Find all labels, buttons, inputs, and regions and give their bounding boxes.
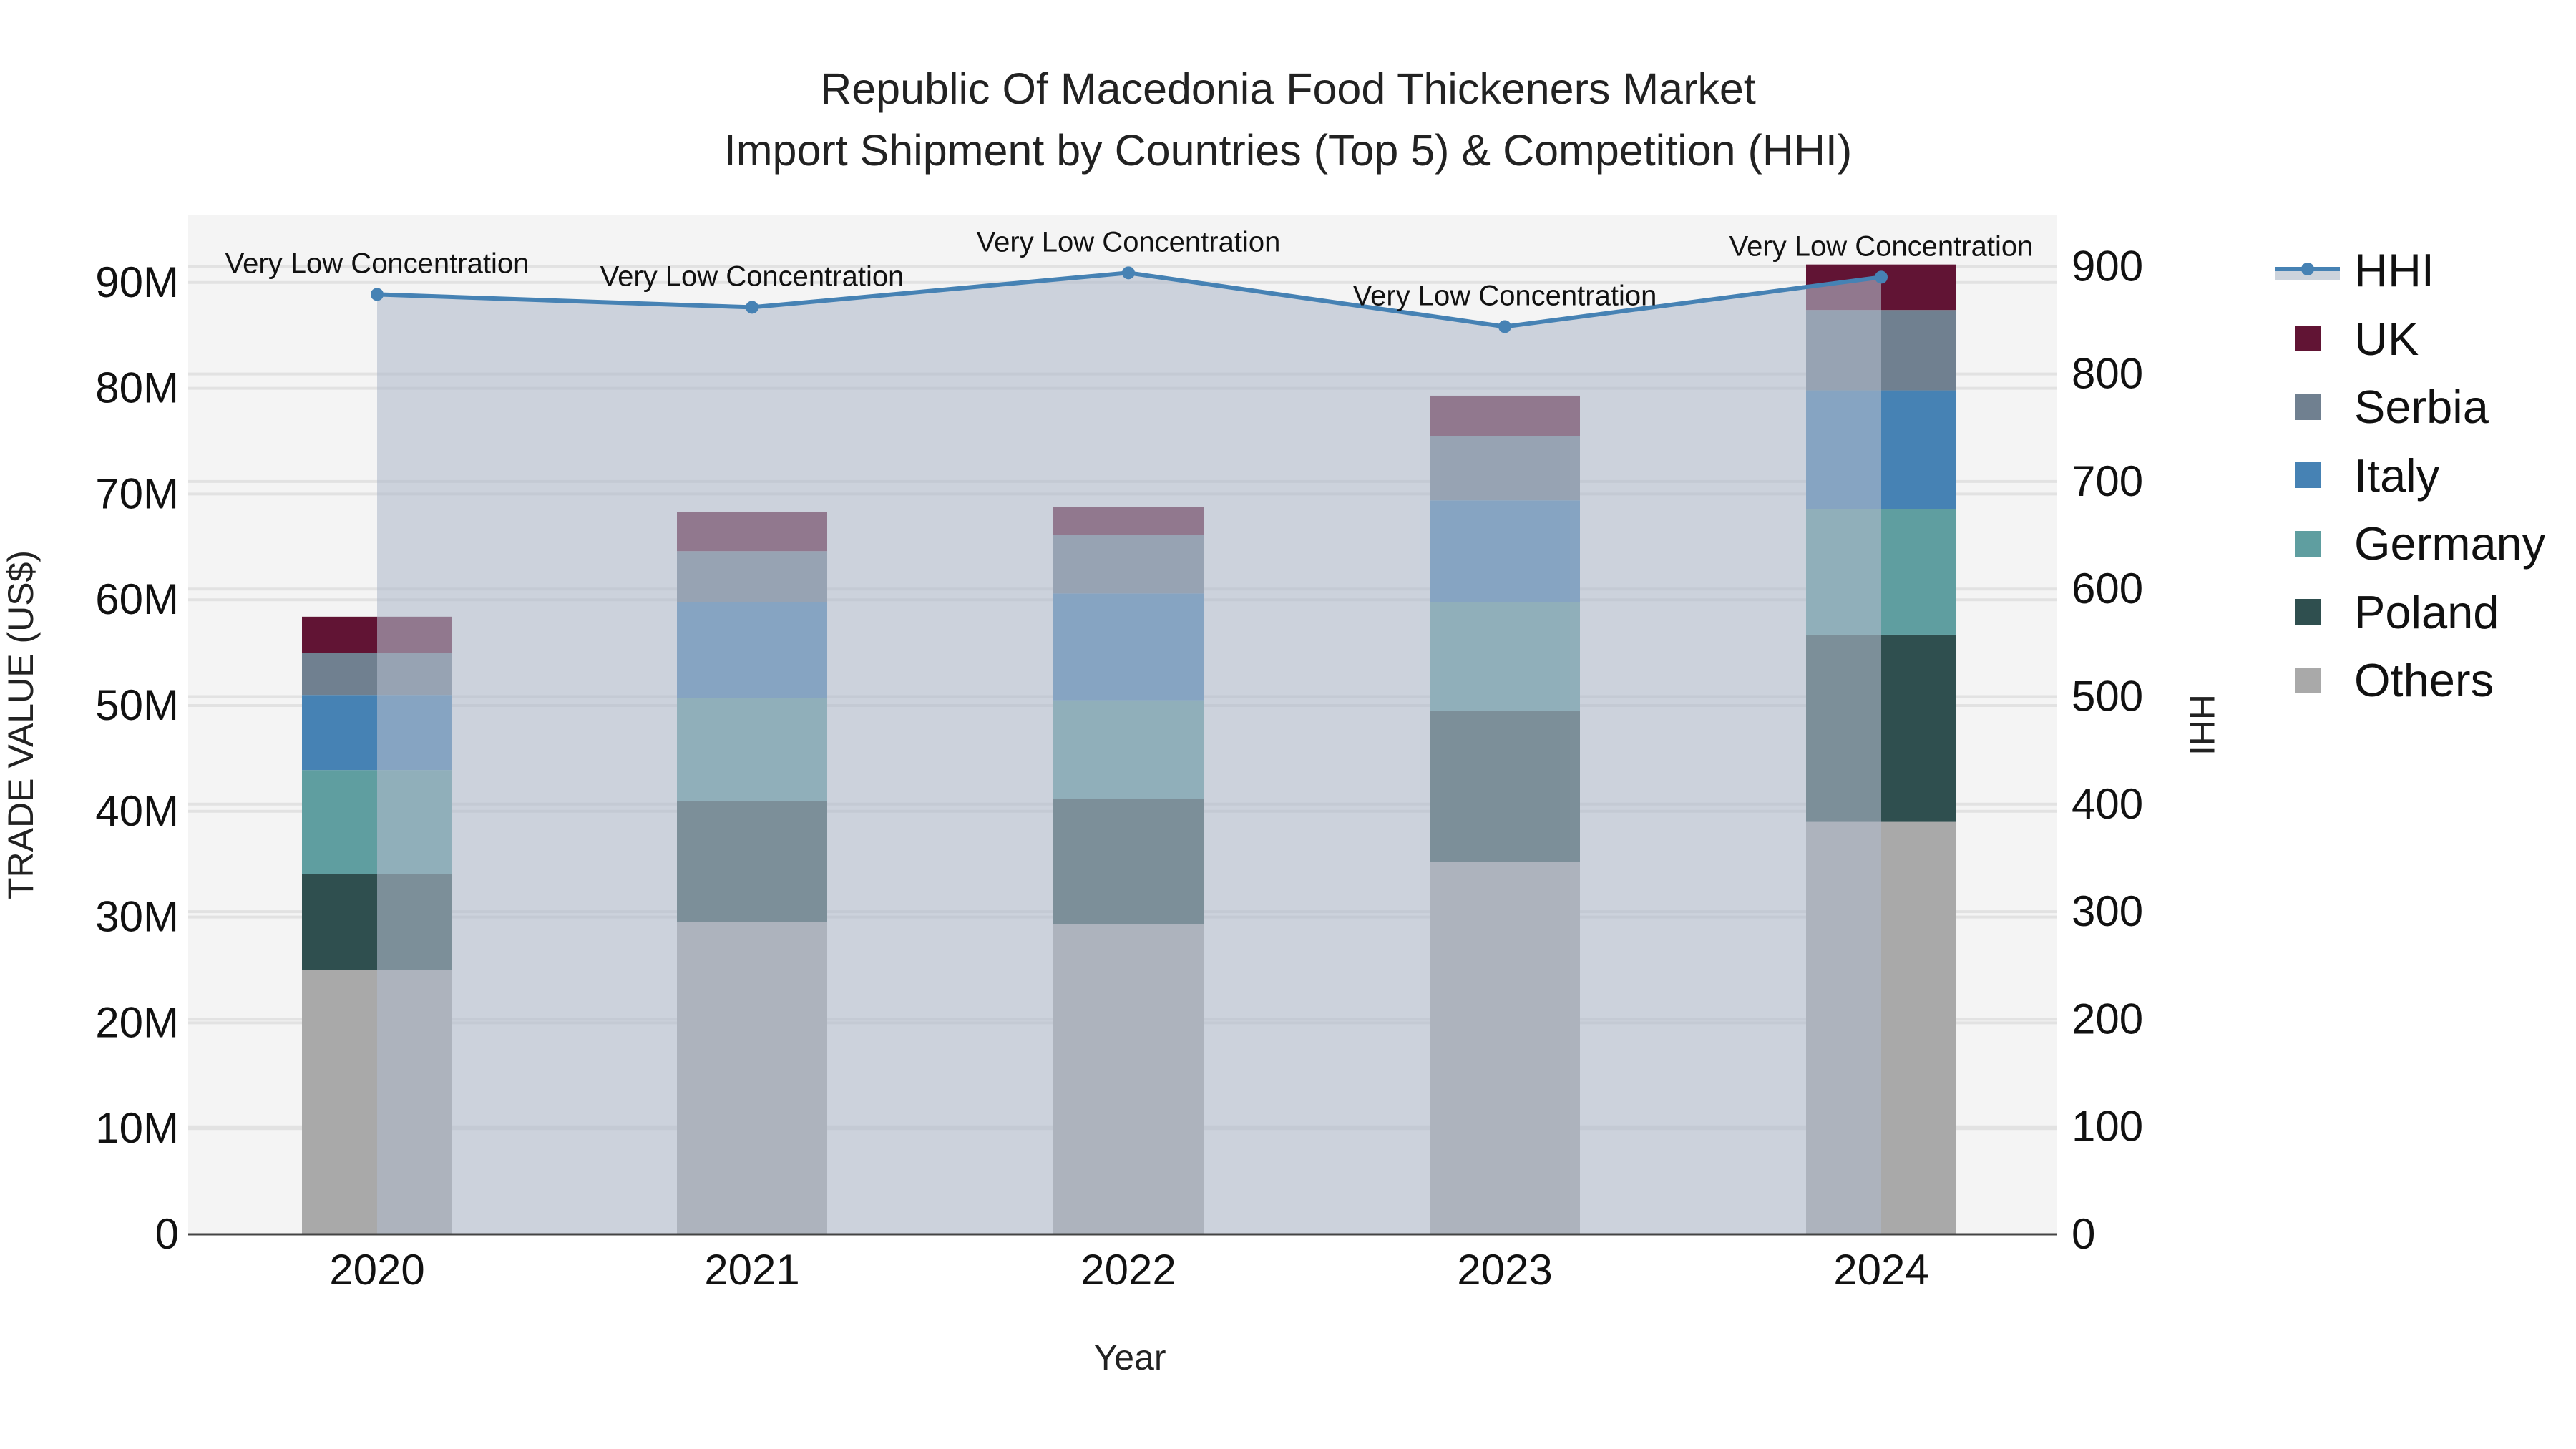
legend-label: Germany [2354, 517, 2546, 570]
legend-swatch-icon [2295, 462, 2321, 489]
legend-label: Serbia [2354, 381, 2489, 434]
legend-item-germany[interactable]: Germany [2275, 509, 2545, 578]
hhi-marker [1875, 270, 1888, 284]
y-right-tick-label: 600 [2072, 565, 2143, 613]
hhi-annotation: Very Low Concentration [600, 260, 904, 292]
y-left-tick-label: 20M [95, 998, 179, 1046]
legend-swatch-icon [2295, 394, 2321, 420]
y-right-tick-label: 200 [2072, 995, 2143, 1043]
hhi-area [377, 273, 1881, 1234]
legend-label: HHI [2354, 244, 2434, 297]
y-right-tick-label: 300 [2072, 887, 2143, 935]
y-left-tick-label: 90M [95, 258, 179, 306]
y-left-tick-label: 30M [95, 893, 179, 941]
y-left-tick-label: 10M [95, 1104, 179, 1152]
legend-swatch-icon [2295, 530, 2321, 557]
legend-label: Italy [2354, 449, 2440, 502]
y-right-tick-label: 900 [2072, 242, 2143, 290]
y-right-tick-label: 400 [2072, 780, 2143, 828]
legend-line-marker-icon [2275, 258, 2340, 283]
y-left-tick-label: 0 [155, 1210, 179, 1258]
legend-label: UK [2354, 312, 2419, 365]
x-axis-title: Year [1093, 1337, 1166, 1377]
hhi-annotation: Very Low Concentration [977, 226, 1281, 258]
hhi-layer [371, 266, 1888, 1234]
x-tick-label: 2022 [1080, 1246, 1176, 1294]
x-axis-ticks: 2020 2021 2022 2023 2024 [329, 1246, 1928, 1294]
y-left-tick-label: 70M [95, 469, 179, 517]
y-left-axis-title: TRADE VALUE (US$) [1, 550, 41, 899]
x-tick-label: 2024 [1833, 1246, 1928, 1294]
hhi-marker [371, 288, 384, 301]
hhi-marker [746, 301, 758, 314]
y-right-tick-label: 700 [2072, 457, 2143, 505]
legend-item-uk[interactable]: UK [2275, 305, 2545, 374]
x-tick-label: 2020 [329, 1246, 424, 1294]
hhi-marker [1498, 320, 1511, 333]
legend-swatch-icon [2295, 599, 2321, 625]
chart-title-line1: Republic Of Macedonia Food Thickeners Ma… [820, 64, 1756, 113]
annotation-layer: Very Low Concentration Very Low Concentra… [225, 226, 2034, 311]
x-tick-label: 2023 [1457, 1246, 1552, 1294]
y-left-tick-label: 80M [95, 364, 179, 412]
y-left-tick-label: 50M [95, 681, 179, 729]
legend-swatch-icon [2295, 326, 2321, 352]
right-axis-ticks: 0 100 200 300 400 500 600 700 800 900 [2072, 242, 2143, 1258]
y-right-axis-title: HHI [2182, 694, 2222, 756]
legend-item-serbia[interactable]: Serbia [2275, 373, 2545, 441]
legend-item-hhi[interactable]: HHI [2275, 236, 2545, 305]
legend: HHI UK Serbia Italy Germany Poland Others [2275, 236, 2545, 715]
chart-title-line2: Import Shipment by Countries (Top 5) & C… [723, 126, 1853, 175]
left-axis-ticks: 0 10M 20M 30M 40M 50M 60M 70M 80M 90M [95, 258, 179, 1258]
x-tick-label: 2021 [704, 1246, 799, 1294]
y-left-tick-label: 60M [95, 575, 179, 623]
hhi-annotation: Very Low Concentration [1729, 230, 2034, 262]
y-right-tick-label: 500 [2072, 673, 2143, 721]
y-right-tick-label: 0 [2072, 1210, 2095, 1258]
legend-label: Poland [2354, 585, 2499, 638]
hhi-annotation: Very Low Concentration [225, 248, 530, 279]
legend-item-others[interactable]: Others [2275, 646, 2545, 715]
legend-label: Others [2354, 654, 2494, 707]
hhi-marker [1122, 266, 1135, 280]
legend-item-italy[interactable]: Italy [2275, 441, 2545, 510]
y-right-tick-label: 800 [2072, 350, 2143, 398]
hhi-annotation: Very Low Concentration [1353, 280, 1657, 311]
y-left-tick-label: 40M [95, 787, 179, 835]
y-right-tick-label: 100 [2072, 1103, 2143, 1151]
legend-item-poland[interactable]: Poland [2275, 578, 2545, 647]
legend-swatch-icon [2295, 667, 2321, 693]
